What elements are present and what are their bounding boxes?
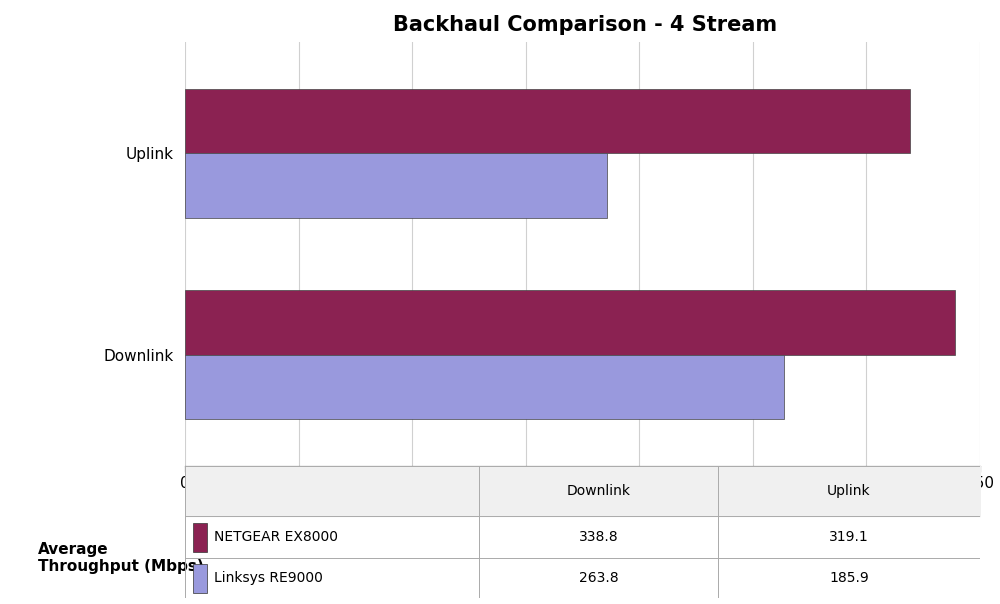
FancyBboxPatch shape	[193, 522, 207, 551]
Text: Uplink: Uplink	[827, 484, 871, 498]
FancyBboxPatch shape	[193, 564, 207, 593]
Text: Backhaul Comparison - 4 Stream: Backhaul Comparison - 4 Stream	[393, 15, 777, 35]
Bar	[185, 355, 784, 419]
Bar	[185, 89, 910, 153]
Text: Downlink: Downlink	[566, 484, 630, 498]
Text: 263.8: 263.8	[579, 571, 618, 585]
Text: 338.8: 338.8	[579, 530, 618, 544]
Bar	[185, 291, 955, 355]
Text: Linksys RE9000: Linksys RE9000	[214, 571, 322, 585]
Text: Average
Throughput (Mbps): Average Throughput (Mbps)	[38, 542, 204, 574]
Text: NETGEAR EX8000: NETGEAR EX8000	[214, 530, 338, 544]
Text: 185.9: 185.9	[829, 571, 869, 585]
Text: 319.1: 319.1	[829, 530, 869, 544]
Bar	[185, 153, 607, 217]
